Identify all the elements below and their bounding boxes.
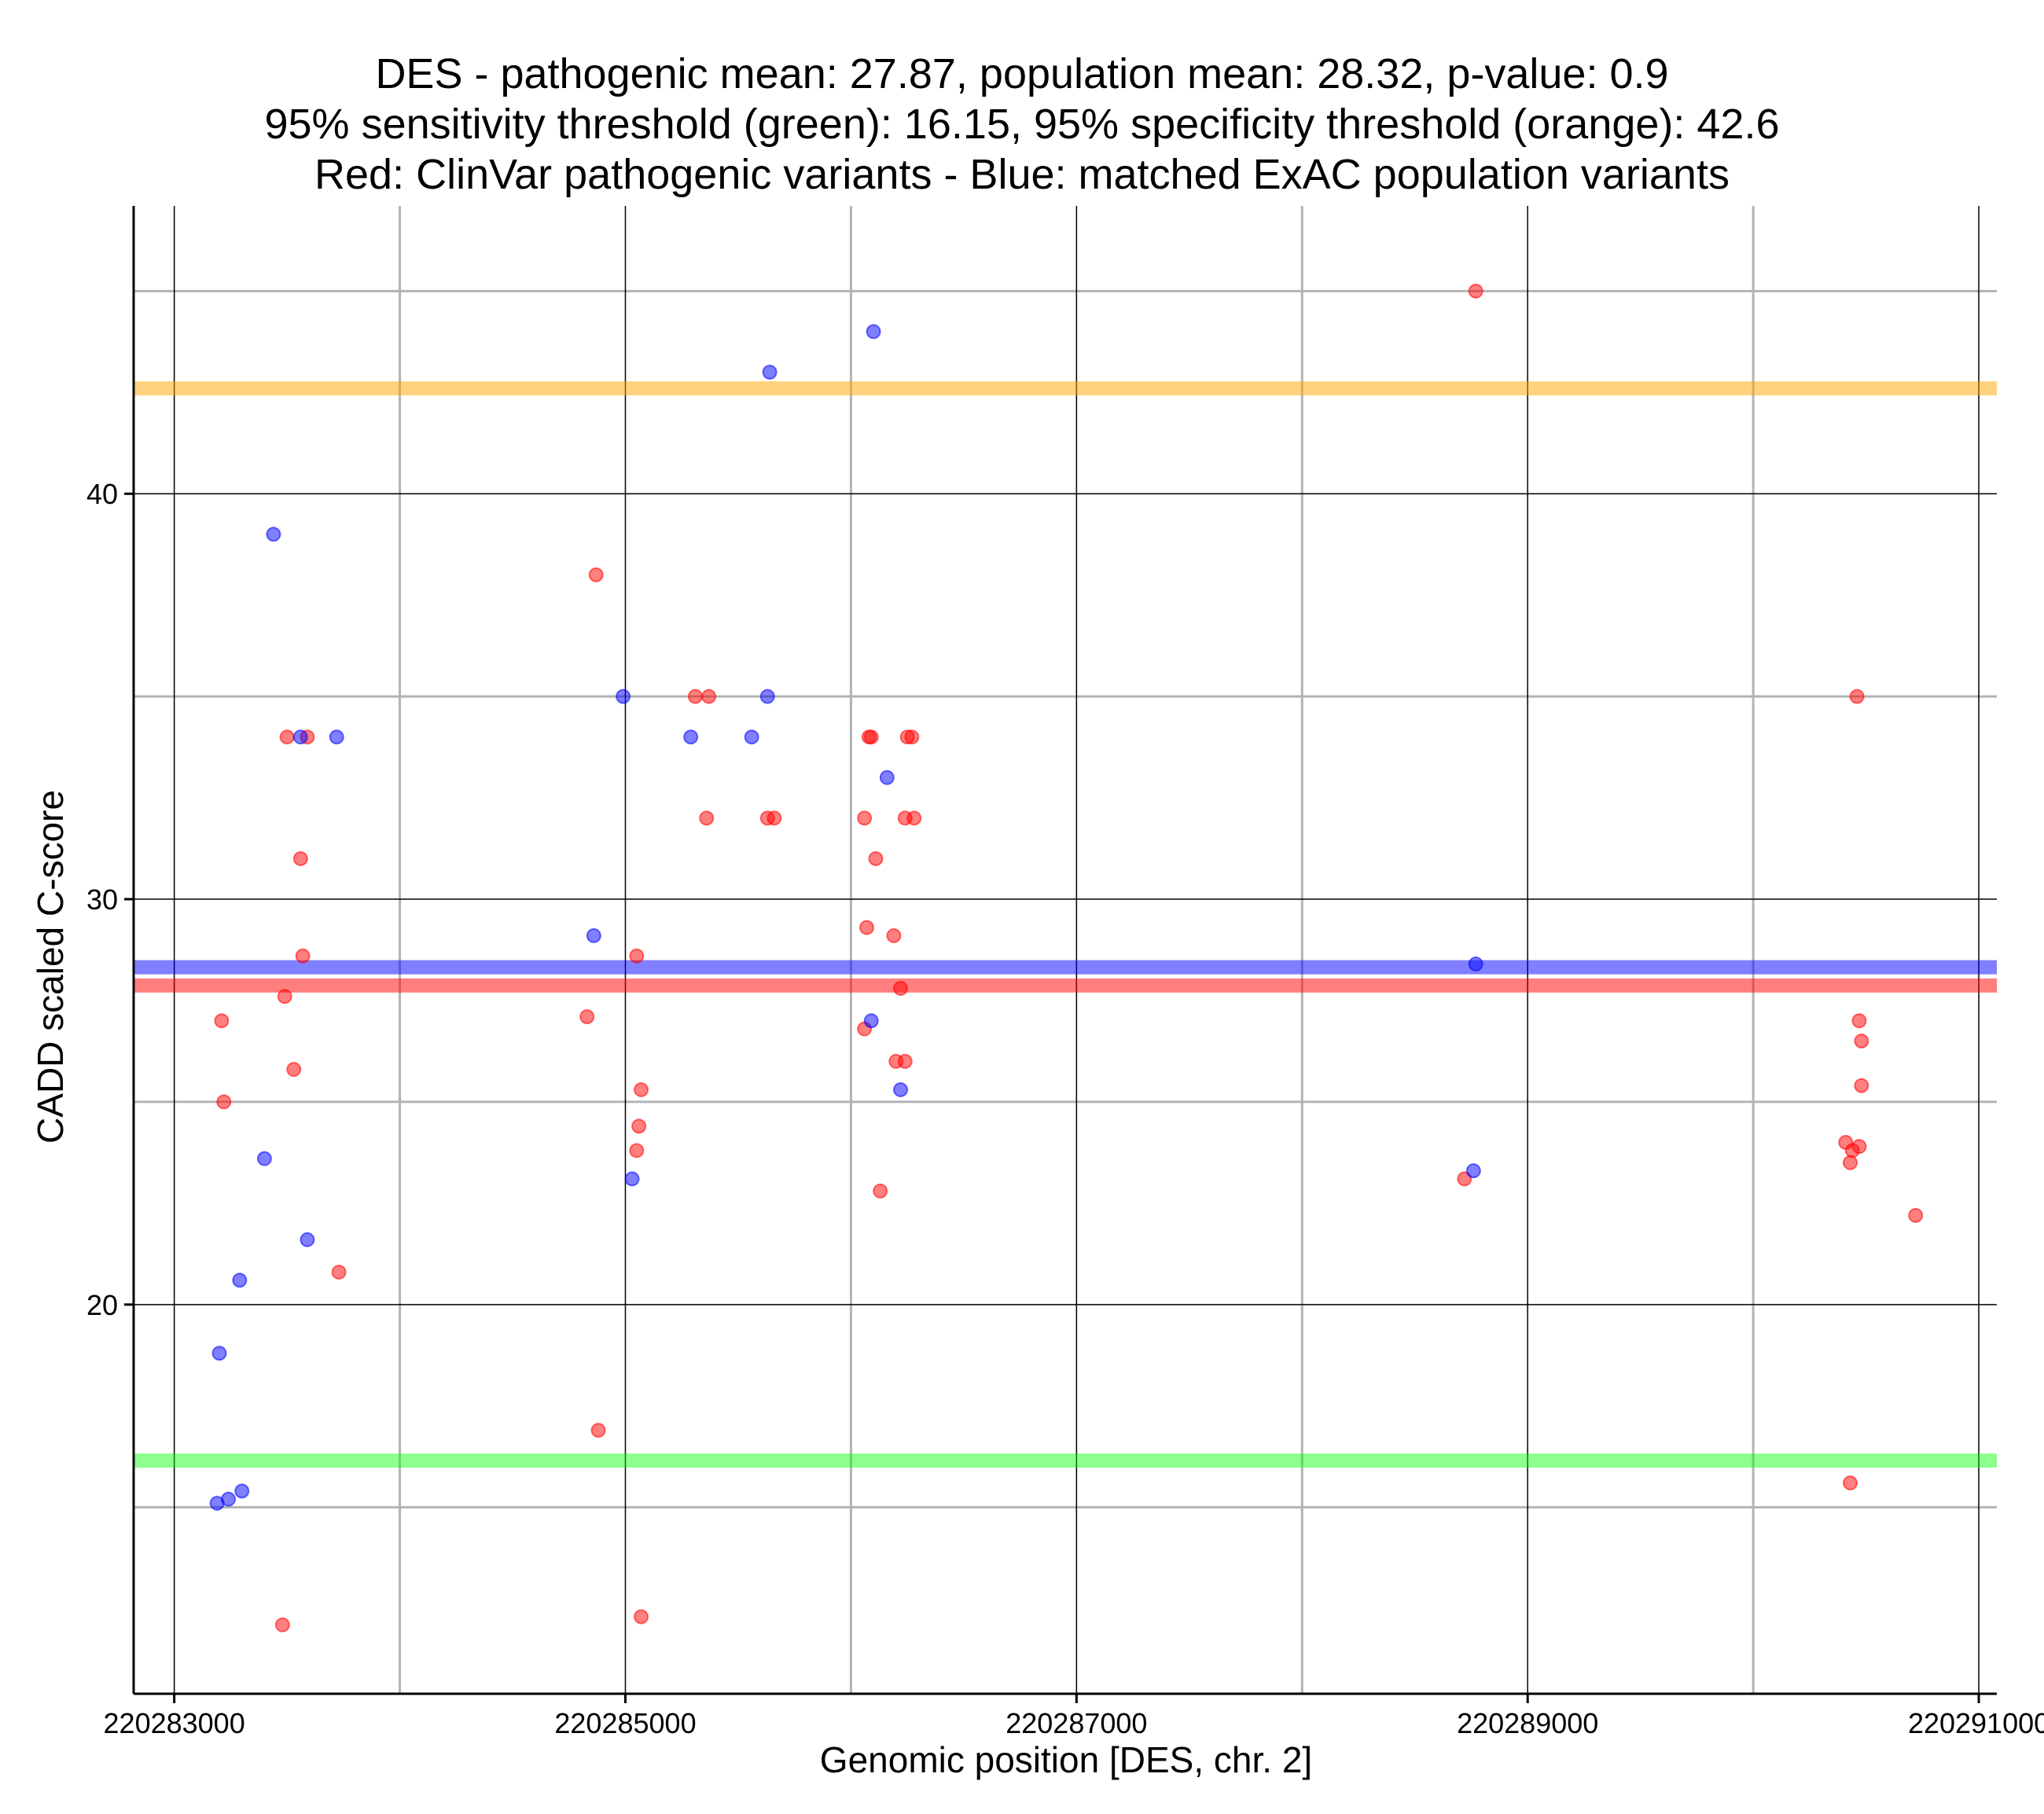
pathogenic-point [634,1609,649,1625]
pathogenic-point [634,1081,649,1097]
y-axis-label: CADD scaled C-score [30,790,71,1144]
population-point [300,1232,315,1247]
pathogenic-point [214,1013,230,1029]
data-points [209,283,1924,1632]
pathogenic-point [588,567,604,582]
population-point [1468,957,1483,972]
pathogenic-point [904,729,920,745]
pathogenic-point [863,729,879,745]
pathogenic-point [629,1143,645,1159]
population-point [863,1013,879,1029]
population-point [879,769,895,785]
pathogenic-point [277,989,292,1004]
population-point [292,729,308,745]
pathogenic-point [1849,689,1865,704]
x-tick-label: 220287000 [1005,1707,1147,1739]
pathogenic-point [906,810,922,826]
population-point [866,324,881,340]
pathogenic-point [1908,1207,1924,1223]
population-point [759,689,775,704]
x-tick-label: 220291000 [1908,1707,2044,1739]
pathogenic-point [590,1423,606,1438]
pathogenic-point [699,810,715,826]
pathogenic-point [1854,1078,1869,1093]
pathogenic-point [1842,1475,1858,1491]
pathogenic-point [274,1617,290,1632]
pathogenic-point [216,1094,232,1110]
population-point [893,1081,909,1097]
population-point [329,729,344,745]
x-tick-label: 220285000 [554,1707,696,1739]
chart-title-line-3: Red: ClinVar pathogenic variants - Blue:… [314,151,1730,198]
population-point [232,1272,248,1288]
population-point [266,527,281,542]
x-tick-label: 220289000 [1457,1707,1598,1739]
pathogenic-point [292,850,308,866]
reference-lines [134,381,1997,1468]
pathogenic-point [886,927,902,943]
pathogenic-point [286,1062,302,1078]
grid-layer [134,206,1997,1694]
pathogenic-point [859,920,875,935]
chart-title: DES - pathogenic mean: 27.87, population… [0,49,2044,200]
pathogenic-point [1851,1139,1867,1155]
chart-title-line-2: 95% sensitivity threshold (green): 16.15… [264,101,1780,148]
pathogenic-point [1854,1034,1869,1049]
pathogenic-point [893,981,909,997]
population-point [586,927,601,943]
y-tick-label: 20 [86,1289,118,1321]
chart-title-line-1: DES - pathogenic mean: 27.87, population… [375,50,1669,97]
population-point [624,1171,640,1187]
population-point [1465,1163,1481,1179]
pathogenic-point [857,810,873,826]
axes: 220283000 220285000 220287000 220289000 2202… [86,206,2044,1739]
pathogenic-point [331,1265,347,1280]
pathogenic-point [687,689,703,704]
x-axis-label: Genomic position [DES, chr. 2] [819,1739,1313,1780]
pathogenic-point [579,1009,595,1025]
population-point [256,1151,272,1166]
pathogenic-point [701,689,717,704]
pathogenic-series [214,283,1924,1632]
y-tick-label: 30 [86,883,118,916]
pathogenic-point [1468,283,1483,299]
pathogenic-point [766,810,782,826]
pathogenic-point [1842,1155,1858,1170]
pathogenic-point [631,1118,647,1134]
pathogenic-point [1851,1013,1867,1029]
population-point [744,729,759,745]
pathogenic-point [868,850,884,866]
population-series [209,324,1483,1511]
population-point [683,729,699,745]
population-point [762,364,778,380]
population-point [616,689,631,704]
pathogenic-point [629,948,645,964]
pathogenic-point [295,948,311,964]
population-point [234,1483,250,1499]
pathogenic-point [873,1183,888,1199]
pathogenic-point [279,729,295,745]
x-tick-label: 220283000 [104,1707,245,1739]
population-point [211,1346,227,1361]
y-tick-label: 40 [86,478,118,510]
population-point [221,1491,237,1507]
pathogenic-point [897,1053,913,1069]
